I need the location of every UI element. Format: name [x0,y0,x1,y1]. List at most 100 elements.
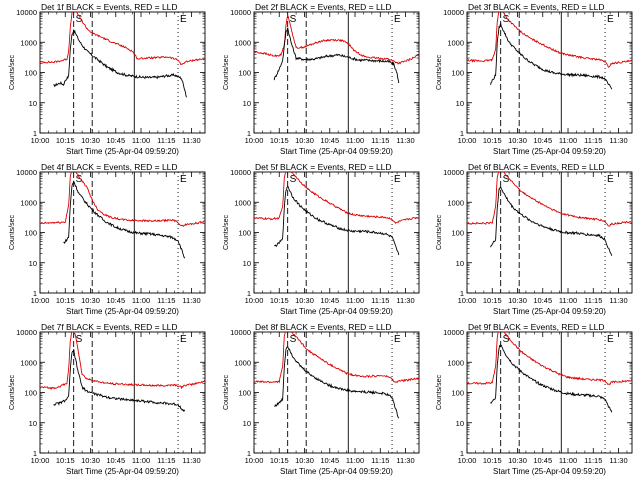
x-tick-label: 10:30 [508,456,527,465]
lld-series-line [467,172,632,227]
x-axis-label: Start Time (25-Apr-04 09:59:20) [280,467,393,476]
x-tick-label: 10:30 [508,296,527,305]
y-tick-label: 1000 [20,38,37,47]
x-tick-label: 11:00 [132,136,150,145]
x-tick-label: 11:00 [346,296,364,305]
y-tick-label: 10 [456,99,464,108]
x-tick-label: 10:00 [458,136,477,145]
y-tick-label: 10000 [230,8,251,17]
y-axis-label: Counts/sec [9,374,16,410]
panel-title: Det 7f BLACK = Events, RED = LLD [41,322,178,332]
y-axis-label: Counts/sec [223,214,230,250]
time-marker-label: S [290,14,297,25]
x-tick-label: 11:30 [396,296,414,305]
panel-3: Det 3f BLACK = Events, RED = LLD Counts/s… [436,2,633,156]
x-tick-label: 11:30 [182,136,200,145]
time-marker-label: S [503,174,510,185]
x-tick-label: 11:00 [346,456,364,465]
y-tick-label: 100 [451,69,464,78]
x-tick-label: 11:15 [371,456,389,465]
time-marker-label: E [607,14,614,25]
events-series-line [274,346,400,419]
events-series-line [53,28,187,98]
x-tick-label: 11:30 [182,296,200,305]
time-marker-label: S [76,14,83,25]
plot-frame [253,171,420,294]
y-tick-label: 1000 [20,358,37,367]
y-tick-label: 100 [238,389,251,398]
x-tick-label: 10:15 [270,296,289,305]
y-tick-label: 1 [460,129,464,138]
y-tick-label: 10 [456,259,464,268]
events-series-line [490,186,613,256]
y-tick-label: 1000 [234,38,251,47]
x-tick-label: 11:00 [346,136,364,145]
panel-8: Det 8f BLACK = Events, RED = LLD Counts/s… [223,322,420,476]
x-tick-label: 11:15 [584,456,602,465]
x-tick-label: 10:00 [31,296,50,305]
plot-frame [39,11,206,134]
x-tick-label: 10:15 [483,296,502,305]
y-tick-label: 1 [33,289,37,298]
y-tick-label: 10 [243,419,251,428]
y-tick-label: 1 [460,289,464,298]
x-axis-label: Start Time (25-Apr-04 09:59:20) [493,307,606,316]
x-tick-label: 11:15 [584,296,602,305]
x-tick-label: 10:45 [106,456,125,465]
y-tick-label: 10 [29,99,37,108]
panel-title: Det 1f BLACK = Events, RED = LLD [41,2,178,12]
x-tick-label: 10:30 [81,136,100,145]
y-tick-label: 10000 [16,168,37,177]
lld-series-line [254,332,419,384]
x-tick-label: 10:30 [81,456,100,465]
x-axis-label: Start Time (25-Apr-04 09:59:20) [66,307,179,316]
y-tick-label: 1 [33,129,37,138]
events-series-line [490,344,613,413]
y-tick-label: 1 [33,449,37,458]
x-tick-label: 10:00 [458,456,477,465]
y-tick-label: 1000 [20,198,37,207]
plot-frame [466,11,633,134]
panel-9: Det 9f BLACK = Events, RED = LLD Counts/s… [436,322,633,476]
panel-title: Det 9f BLACK = Events, RED = LLD [468,322,605,332]
x-tick-label: 11:00 [132,456,150,465]
plot-frame [253,11,420,134]
y-tick-label: 1000 [447,38,464,47]
x-tick-label: 11:15 [157,136,175,145]
y-tick-label: 100 [24,389,37,398]
y-tick-label: 1000 [447,358,464,367]
time-marker-label: E [180,14,187,25]
time-marker-label: E [607,174,614,185]
y-tick-label: 10 [243,259,251,268]
y-axis-label: Counts/sec [9,54,16,90]
time-marker-label: S [290,174,297,185]
y-tick-label: 10000 [443,328,464,337]
lld-series-line [467,12,632,68]
x-tick-label: 11:30 [609,456,627,465]
panel-2: Det 2f BLACK = Events, RED = LLD Counts/s… [223,2,420,156]
y-axis-label: Counts/sec [436,214,443,250]
y-tick-label: 10 [243,99,251,108]
x-tick-label: 10:00 [245,296,264,305]
panel-title: Det 2f BLACK = Events, RED = LLD [255,2,392,12]
y-tick-label: 100 [238,229,251,238]
y-tick-label: 10 [29,259,37,268]
y-tick-label: 10000 [443,8,464,17]
panel-1: Det 1f BLACK = Events, RED = LLD Counts/s… [9,2,206,156]
lld-series-line [40,332,205,390]
y-axis-label: Counts/sec [436,54,443,90]
lld-series-line [254,14,419,65]
y-tick-label: 1 [247,449,251,458]
events-series-line [274,185,400,256]
y-tick-label: 100 [238,69,251,78]
x-tick-label: 10:30 [295,136,314,145]
x-tick-label: 10:30 [508,136,527,145]
panel-title: Det 8f BLACK = Events, RED = LLD [255,322,392,332]
x-tick-label: 10:45 [533,456,552,465]
y-tick-label: 1000 [234,198,251,207]
panel-title: Det 3f BLACK = Events, RED = LLD [468,2,605,12]
x-tick-label: 10:30 [295,296,314,305]
y-tick-label: 100 [451,389,464,398]
x-tick-label: 11:15 [371,136,389,145]
